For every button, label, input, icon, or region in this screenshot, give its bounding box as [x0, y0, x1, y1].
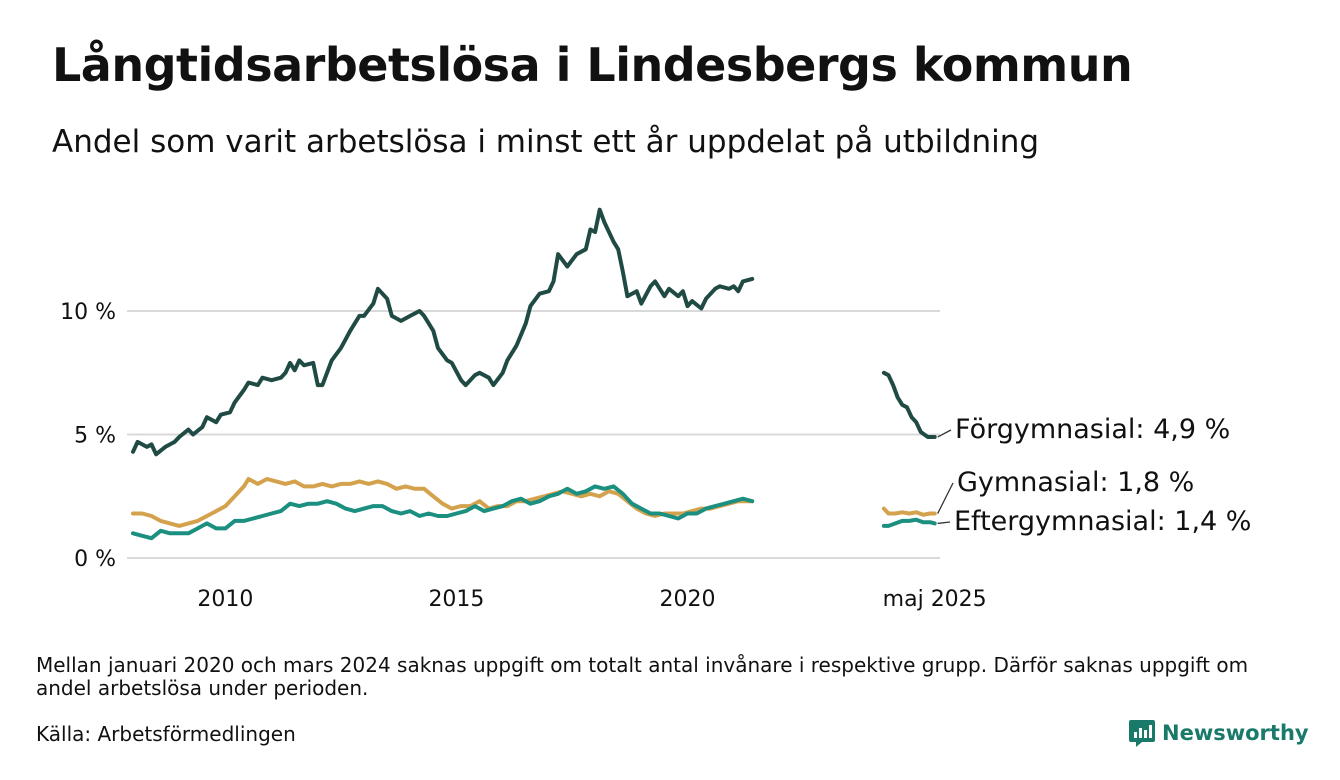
x-tick-label: maj 2025: [883, 587, 987, 612]
series-line-förgymnasial-1: [881, 370, 937, 439]
chart-subtitle: Andel som varit arbetslösa i minst ett å…: [52, 124, 1040, 160]
leader-line: [937, 521, 951, 525]
x-axis: 2010 2015 2020 maj 2025: [197, 587, 986, 612]
source-credit: Källa: Arbetsförmedlingen: [36, 722, 296, 746]
newsworthy-logo-icon: [1129, 720, 1155, 747]
series-line-gymnasial-1: [881, 506, 937, 517]
footnote: Mellan januari 2020 och mars 2024 saknas…: [36, 653, 1249, 700]
x-tick-label: 2020: [659, 587, 715, 612]
leader-line: [937, 482, 954, 514]
y-tick-label: 10 %: [60, 300, 116, 325]
chart-title: Långtidsarbetslösa i Lindesbergs kommun: [52, 38, 1133, 92]
series-labels: Förgymnasial: 4,9 % Gymnasial: 1,8 % Efter…: [937, 414, 1251, 537]
line-chart: 0 % 5 % 10 % 2010 2015 2020 maj 2025 Förgymna…: [60, 207, 1251, 612]
series-end-label-eftergymnasial: Eftergymnasial: 1,4 %: [954, 506, 1251, 537]
newsworthy-logo[interactable]: Newsworthy: [1128, 716, 1309, 750]
series-line-gymnasial-0: [131, 477, 755, 528]
y-tick-label: 0 %: [74, 547, 116, 572]
grid-lines: [127, 310, 940, 559]
y-axis: 0 % 5 % 10 %: [60, 300, 116, 572]
leader-line: [937, 429, 952, 438]
y-tick-label: 5 %: [74, 424, 116, 449]
series-lines: [131, 207, 937, 541]
series-end-label-gymnasial: Gymnasial: 1,8 %: [957, 467, 1194, 498]
x-tick-label: 2010: [197, 587, 253, 612]
series-line-eftergymnasial-0: [131, 484, 755, 541]
newsworthy-logo-text: Newsworthy: [1162, 721, 1309, 745]
series-end-label-förgymnasial: Förgymnasial: 4,9 %: [955, 414, 1230, 445]
series-line-eftergymnasial-1: [881, 517, 937, 528]
x-tick-label: 2015: [428, 587, 484, 612]
series-line-förgymnasial-0: [131, 207, 755, 457]
